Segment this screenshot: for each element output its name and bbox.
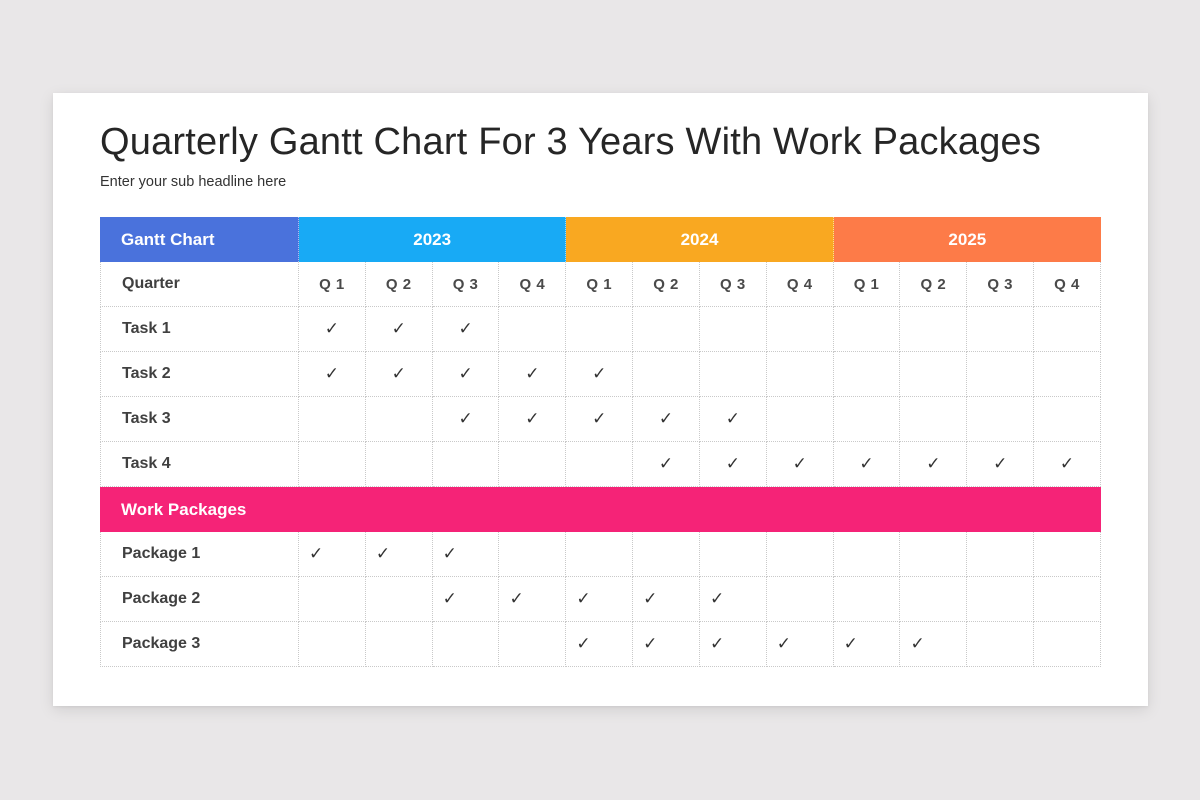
- check-icon: ✓: [391, 318, 406, 339]
- package-row: Package 1 ✓ ✓ ✓: [100, 532, 1101, 577]
- task-row: Task 1 ✓ ✓ ✓: [100, 307, 1101, 352]
- check-icon: ✓: [458, 318, 473, 339]
- check-icon: ✓: [525, 363, 540, 384]
- year-header-row: Gantt Chart 2023 2024 2025: [100, 217, 1101, 262]
- check-icon: ✓: [576, 633, 591, 654]
- check-icon: ✓: [375, 543, 391, 564]
- check-icon: ✓: [1059, 453, 1075, 474]
- gantt-chart-corner-label: Gantt Chart: [100, 217, 299, 262]
- task-label: Task 4: [100, 442, 299, 487]
- quarter-row-label: Quarter: [100, 262, 299, 307]
- page-subtitle: Enter your sub headline here: [100, 174, 287, 190]
- check-icon: ✓: [509, 588, 524, 609]
- task-row: Task 3 ✓ ✓ ✓ ✓ ✓: [100, 397, 1101, 442]
- check-icon: ✓: [391, 363, 406, 384]
- check-icon: ✓: [592, 408, 607, 429]
- quarter-header-row: Quarter Q 1 Q 2 Q 3 Q 4 Q 1 Q 2 Q 3 Q 4 …: [100, 262, 1101, 307]
- check-icon: ✓: [658, 453, 674, 474]
- check-icon: ✓: [993, 453, 1008, 474]
- task-row: Task 2 ✓ ✓ ✓ ✓ ✓: [100, 352, 1101, 397]
- task-label: Task 2: [100, 352, 299, 397]
- quarter-header: Q 2: [365, 262, 433, 307]
- check-icon: ✓: [576, 588, 591, 609]
- quarter-header: Q 1: [299, 262, 366, 307]
- task-row: Task 4 ✓ ✓ ✓ ✓ ✓ ✓ ✓: [100, 442, 1101, 487]
- year-header-2023: 2023: [299, 217, 567, 262]
- quarter-header: Q 3: [432, 262, 500, 307]
- check-icon: ✓: [324, 363, 340, 384]
- check-icon: ✓: [709, 633, 725, 654]
- check-icon: ✓: [458, 363, 473, 384]
- check-icon: ✓: [442, 588, 457, 609]
- check-icon: ✓: [859, 453, 874, 474]
- quarter-header: Q 1: [833, 262, 901, 307]
- check-icon: ✓: [442, 543, 457, 564]
- package-row: Package 3 ✓ ✓ ✓ ✓ ✓ ✓: [100, 622, 1101, 667]
- quarter-header: Q 2: [633, 262, 700, 307]
- check-icon: ✓: [843, 633, 858, 654]
- package-label: Package 3: [100, 622, 299, 667]
- check-icon: ✓: [725, 453, 740, 474]
- package-label: Package 1: [100, 532, 299, 577]
- check-icon: ✓: [792, 453, 807, 474]
- task-label: Task 3: [100, 397, 299, 442]
- task-label: Task 1: [100, 307, 299, 352]
- check-icon: ✓: [458, 408, 473, 429]
- check-icon: ✓: [592, 363, 607, 384]
- check-icon: ✓: [309, 543, 324, 564]
- check-icon: ✓: [776, 633, 792, 654]
- check-icon: ✓: [725, 408, 740, 429]
- check-icon: ✓: [525, 408, 540, 429]
- gantt-table: Gantt Chart 2023 2024 2025 Quarter Q 1 Q…: [100, 217, 1101, 667]
- year-header-2024: 2024: [566, 217, 834, 262]
- check-icon: ✓: [643, 633, 658, 654]
- quarter-header: Q 4: [499, 262, 567, 307]
- package-row: Package 2 ✓ ✓ ✓ ✓ ✓: [100, 577, 1101, 622]
- work-packages-section-header: Work Packages: [100, 487, 1101, 532]
- page-title: Quarterly Gantt Chart For 3 Years With W…: [100, 121, 1042, 163]
- check-icon: ✓: [926, 453, 941, 474]
- check-icon: ✓: [643, 588, 658, 609]
- check-icon: ✓: [658, 408, 674, 429]
- slide-card: Quarterly Gantt Chart For 3 Years With W…: [53, 93, 1148, 706]
- year-header-2025: 2025: [833, 217, 1101, 262]
- quarter-header: Q 3: [699, 262, 767, 307]
- quarter-header: Q 1: [566, 262, 634, 307]
- quarter-header: Q 2: [900, 262, 968, 307]
- package-label: Package 2: [100, 577, 299, 622]
- check-icon: ✓: [709, 588, 725, 609]
- quarter-header: Q 3: [967, 262, 1035, 307]
- check-icon: ✓: [324, 318, 340, 339]
- quarter-header: Q 4: [1034, 262, 1101, 307]
- check-icon: ✓: [910, 633, 925, 654]
- quarter-header: Q 4: [766, 262, 834, 307]
